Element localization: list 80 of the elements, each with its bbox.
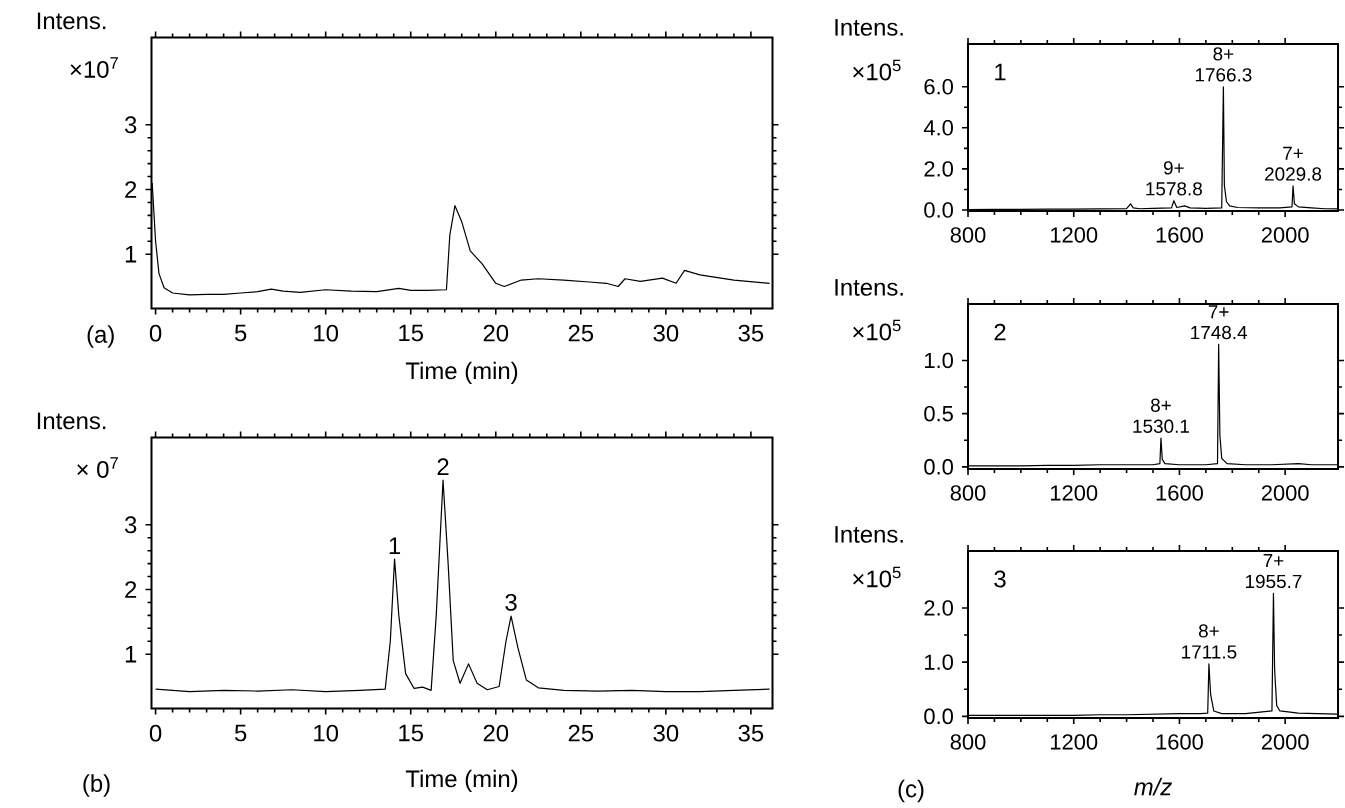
x-tick-label: 1600 — [1156, 227, 1203, 243]
y-tick-label: 1 — [125, 645, 137, 663]
y-tick-label: 0.0 — [924, 202, 953, 218]
x-tick-label: 15 — [399, 324, 424, 342]
x-tick-label: 25 — [568, 324, 594, 342]
x-axis-title: m/z — [1134, 777, 1172, 796]
annotation: 7+ — [1263, 554, 1284, 568]
annotation: 3 — [505, 593, 517, 611]
x-tick-label: 5 — [234, 324, 247, 342]
x-tick-label: 30 — [653, 724, 679, 742]
annotation: 1 — [995, 63, 1006, 81]
annotation: 8+ — [1213, 47, 1234, 61]
y-tick-label: 2.0 — [924, 161, 953, 177]
y-tick-label: 2.0 — [924, 600, 953, 616]
x-tick-label: 15 — [399, 724, 424, 742]
x-tick-label: 1600 — [1156, 734, 1203, 750]
y-tick-label: 2 — [125, 581, 137, 598]
text: (a) — [87, 325, 114, 348]
x-tick-label: 1200 — [1051, 734, 1098, 750]
x-tick-label: 1200 — [1051, 227, 1098, 243]
x-tick-label: 0 — [149, 724, 162, 742]
annotation: 8+ — [1198, 624, 1219, 638]
x-tick-label: 30 — [653, 324, 679, 342]
annotation: 1748.4 — [1191, 325, 1248, 340]
x-tick-label: 2000 — [1261, 485, 1309, 501]
x-tick-label: 2000 — [1261, 734, 1309, 750]
y-tick-label: 1 — [125, 245, 137, 263]
x-tick-label: 1200 — [1051, 485, 1098, 501]
y-axis-title: Intens. — [835, 19, 903, 36]
annotation: 8+ — [1151, 398, 1171, 412]
x-axis-title: Time (min) — [405, 361, 518, 385]
y-tick-label: 4.0 — [923, 120, 953, 136]
y-axis-title: Intens. — [835, 279, 903, 296]
annotation: 1955.7 — [1245, 574, 1302, 589]
y-tick-label: 2 — [125, 181, 137, 198]
x-tick-label: 35 — [738, 324, 764, 342]
annotation: 3 — [994, 570, 1006, 588]
y-tick-label: 6.0 — [924, 78, 953, 95]
x-tick-label: 800 — [950, 227, 986, 243]
x-axis-title: Time (min) — [405, 769, 518, 793]
annotation: 1578.8 — [1146, 182, 1202, 196]
x-tick-label: 25 — [568, 724, 594, 742]
y-axis-title: Intens. — [37, 12, 106, 30]
text: ×10$^{5}$ — [853, 59, 901, 81]
annotation: 2 — [994, 323, 1006, 341]
annotation: 9+ — [1163, 161, 1184, 175]
annotation: 2029.8 — [1265, 167, 1322, 181]
text: (b) — [83, 774, 110, 797]
x-tick-label: 20 — [483, 324, 509, 342]
x-tick-label: 20 — [483, 724, 509, 742]
x-tick-label: 5 — [234, 724, 247, 742]
x-tick-label: 35 — [738, 724, 764, 742]
x-tick-label: 1600 — [1156, 485, 1203, 501]
y-axis-title: Intens. — [835, 526, 903, 543]
x-tick-label: 2000 — [1261, 227, 1309, 243]
annotation: 1711.5 — [1182, 645, 1237, 659]
annotation: 1766.3 — [1195, 68, 1252, 82]
annotation: 7+ — [1283, 146, 1303, 160]
y-tick-label: 0.0 — [924, 459, 953, 475]
text: ×10$^{7}$ — [70, 57, 118, 78]
text: (c) — [898, 779, 924, 803]
x-tick-label: 10 — [314, 724, 339, 742]
annotation: 7+ — [1208, 305, 1229, 319]
x-tick-label: 0 — [149, 324, 162, 342]
y-tick-label: 0.0 — [924, 708, 953, 725]
annotation: 1 — [389, 537, 401, 554]
text: × 0$^{7}$ — [77, 457, 118, 478]
y-axis-title: Intens. — [37, 412, 106, 430]
text: ×10$^{5}$ — [853, 319, 901, 341]
x-tick-label: 10 — [314, 324, 339, 342]
y-tick-label: 3 — [124, 516, 137, 534]
y-tick-label: 0.5 — [924, 405, 953, 422]
x-tick-label: 800 — [950, 485, 986, 501]
annotation: 1530.1 — [1133, 419, 1189, 433]
y-tick-label: 1.0 — [925, 654, 953, 670]
y-tick-label: 3 — [124, 116, 137, 134]
annotation: 2 — [437, 458, 449, 475]
x-tick-label: 800 — [950, 734, 986, 750]
y-tick-label: 1.0 — [925, 352, 953, 369]
text: ×10$^{5}$ — [853, 566, 901, 588]
